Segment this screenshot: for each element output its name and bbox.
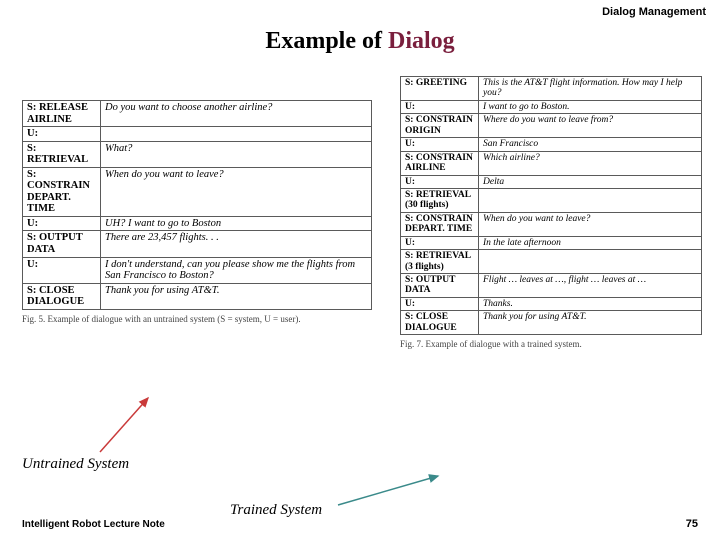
speaker-cell: U: bbox=[401, 138, 479, 151]
speaker-cell: S: RETRIEVAL bbox=[23, 141, 101, 167]
table-row: S: CLOSE DIALOGUEThank you for using AT&… bbox=[401, 311, 702, 335]
speaker-cell: U: bbox=[401, 100, 479, 113]
page-title: Example of Dialog bbox=[0, 28, 720, 55]
utterance-cell: Which airline? bbox=[479, 151, 702, 175]
utterance-cell: In the late afternoon bbox=[479, 236, 702, 249]
table-row: S: CONSTRAIN AIRLINEWhich airline? bbox=[401, 151, 702, 175]
utterance-cell: Do you want to choose another airline? bbox=[101, 101, 372, 127]
speaker-cell: U: bbox=[401, 175, 479, 188]
speaker-cell: S: RETRIEVAL (30 flights) bbox=[401, 188, 479, 212]
speaker-cell: S: OUTPUT DATA bbox=[23, 231, 101, 257]
table-row: U:Delta bbox=[401, 175, 702, 188]
footer-note: Intelligent Robot Lecture Note bbox=[22, 519, 165, 530]
table-row: S: RETRIEVAL (30 flights) bbox=[401, 188, 702, 212]
speaker-cell: S: CONSTRAIN ORIGIN bbox=[401, 114, 479, 138]
utterance-cell: Where do you want to leave from? bbox=[479, 114, 702, 138]
table-row: S: OUTPUT DATAThere are 23,457 flights. … bbox=[23, 231, 372, 257]
table-row: S: RETRIEVAL (3 flights) bbox=[401, 250, 702, 274]
speaker-cell: U: bbox=[23, 257, 101, 283]
table-row: S: CONSTRAIN ORIGINWhere do you want to … bbox=[401, 114, 702, 138]
left-dialog-table: S: RELEASE AIRLINEDo you want to choose … bbox=[22, 100, 372, 310]
annotation-trained: Trained System bbox=[230, 502, 322, 519]
table-row: S: CONSTRAIN DEPART. TIMEWhen do you wan… bbox=[23, 167, 372, 216]
utterance-cell bbox=[101, 127, 372, 142]
utterance-cell: When do you want to leave? bbox=[101, 167, 372, 216]
utterance-cell: Thanks. bbox=[479, 297, 702, 310]
utterance-cell bbox=[479, 188, 702, 212]
table-row: U:UH? I want to go to Boston bbox=[23, 216, 372, 231]
utterance-cell bbox=[479, 250, 702, 274]
left-caption: Fig. 5. Example of dialogue with an untr… bbox=[22, 314, 372, 324]
utterance-cell: There are 23,457 flights. . . bbox=[101, 231, 372, 257]
table-row: S: OUTPUT DATAFlight … leaves at …, flig… bbox=[401, 274, 702, 298]
speaker-cell: U: bbox=[401, 297, 479, 310]
utterance-cell: Thank you for using AT&T. bbox=[101, 283, 372, 309]
right-caption: Fig. 7. Example of dialogue with a train… bbox=[400, 339, 702, 349]
utterance-cell: This is the AT&T flight information. How… bbox=[479, 77, 702, 101]
table-row: U:I don't understand, can you please sho… bbox=[23, 257, 372, 283]
table-row: U:Thanks. bbox=[401, 297, 702, 310]
speaker-cell: U: bbox=[401, 236, 479, 249]
title-part2: Dialog bbox=[388, 28, 455, 54]
utterance-cell: When do you want to leave? bbox=[479, 212, 702, 236]
utterance-cell: Delta bbox=[479, 175, 702, 188]
table-row: U:In the late afternoon bbox=[401, 236, 702, 249]
speaker-cell: S: CONSTRAIN AIRLINE bbox=[401, 151, 479, 175]
utterance-cell: UH? I want to go to Boston bbox=[101, 216, 372, 231]
table-row: S: RETRIEVALWhat? bbox=[23, 141, 372, 167]
annotation-untrained: Untrained System bbox=[22, 456, 129, 473]
left-dialog-block: S: RELEASE AIRLINEDo you want to choose … bbox=[22, 100, 372, 324]
speaker-cell: U: bbox=[23, 127, 101, 142]
utterance-cell: I don't understand, can you please show … bbox=[101, 257, 372, 283]
speaker-cell: S: CLOSE DIALOGUE bbox=[401, 311, 479, 335]
speaker-cell: S: RETRIEVAL (3 flights) bbox=[401, 250, 479, 274]
utterance-cell: I want to go to Boston. bbox=[479, 100, 702, 113]
speaker-cell: S: OUTPUT DATA bbox=[401, 274, 479, 298]
right-dialog-table: S: GREETINGThis is the AT&T flight infor… bbox=[400, 76, 702, 335]
table-row: S: RELEASE AIRLINEDo you want to choose … bbox=[23, 101, 372, 127]
speaker-cell: S: CONSTRAIN DEPART. TIME bbox=[23, 167, 101, 216]
speaker-cell: S: CLOSE DIALOGUE bbox=[23, 283, 101, 309]
table-row: U:San Francisco bbox=[401, 138, 702, 151]
utterance-cell: San Francisco bbox=[479, 138, 702, 151]
page-number: 75 bbox=[686, 518, 698, 530]
utterance-cell: Flight … leaves at …, flight … leaves at… bbox=[479, 274, 702, 298]
table-row: S: GREETINGThis is the AT&T flight infor… bbox=[401, 77, 702, 101]
right-dialog-block: S: GREETINGThis is the AT&T flight infor… bbox=[400, 76, 702, 349]
table-row: S: CLOSE DIALOGUEThank you for using AT&… bbox=[23, 283, 372, 309]
speaker-cell: U: bbox=[23, 216, 101, 231]
utterance-cell: What? bbox=[101, 141, 372, 167]
title-part1: Example of bbox=[265, 28, 388, 54]
header-label: Dialog Management bbox=[602, 6, 706, 18]
table-row: U:I want to go to Boston. bbox=[401, 100, 702, 113]
speaker-cell: S: CONSTRAIN DEPART. TIME bbox=[401, 212, 479, 236]
table-row: S: CONSTRAIN DEPART. TIMEWhen do you wan… bbox=[401, 212, 702, 236]
table-row: U: bbox=[23, 127, 372, 142]
speaker-cell: S: GREETING bbox=[401, 77, 479, 101]
speaker-cell: S: RELEASE AIRLINE bbox=[23, 101, 101, 127]
utterance-cell: Thank you for using AT&T. bbox=[479, 311, 702, 335]
